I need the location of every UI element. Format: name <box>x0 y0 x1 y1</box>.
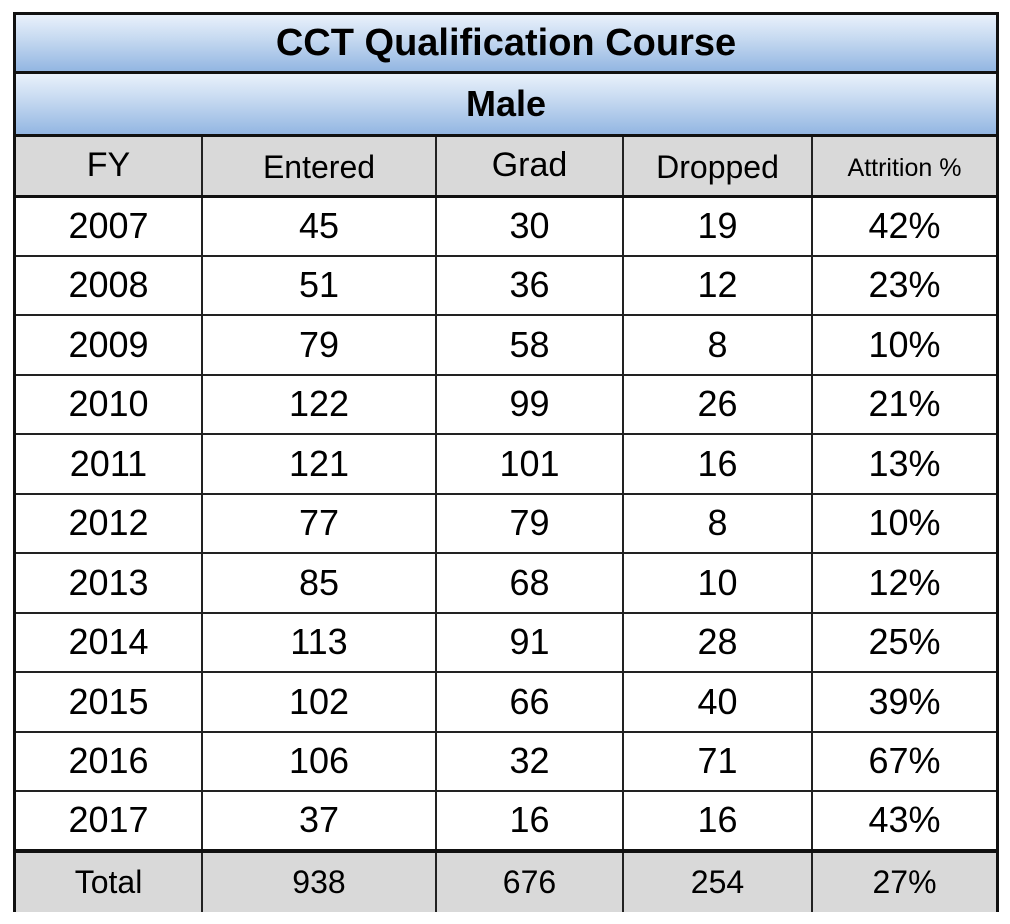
cell-dropped: 26 <box>622 373 813 435</box>
cell-attrition: 12% <box>811 552 996 614</box>
column-header-entered: Entered <box>201 137 437 198</box>
cell-grad: 32 <box>435 730 624 792</box>
cell-entered: 45 <box>201 195 437 257</box>
table-row: 2015 102 66 40 39% <box>16 671 996 733</box>
cell-fy: 2015 <box>16 671 203 733</box>
cell-attrition: 39% <box>811 671 996 733</box>
column-header-grad: Grad <box>435 137 624 198</box>
cell-grad: 101 <box>435 433 624 495</box>
cell-fy: 2014 <box>16 611 203 673</box>
total-attrition: 27% <box>811 848 996 912</box>
cell-grad: 99 <box>435 373 624 435</box>
cell-entered: 122 <box>201 373 437 435</box>
column-header-attrition: Attrition % <box>811 137 996 198</box>
table-row: 2008 51 36 12 23% <box>16 254 996 316</box>
cell-fy: 2012 <box>16 492 203 554</box>
table-subtitle: Male <box>16 74 996 137</box>
table-row: 2012 77 79 8 10% <box>16 492 996 554</box>
cell-attrition: 13% <box>811 433 996 495</box>
cell-grad: 30 <box>435 195 624 257</box>
column-header-dropped: Dropped <box>622 137 813 198</box>
cell-entered: 37 <box>201 790 437 852</box>
cell-attrition: 23% <box>811 254 996 316</box>
cell-fy: 2013 <box>16 552 203 614</box>
data-grid: FY Entered Grad Dropped Attrition % 2007… <box>16 137 996 912</box>
table-row: 2009 79 58 8 10% <box>16 314 996 376</box>
column-header-fy: FY <box>16 137 203 198</box>
cell-entered: 51 <box>201 254 437 316</box>
cell-attrition: 10% <box>811 492 996 554</box>
cell-attrition: 25% <box>811 611 996 673</box>
cell-grad: 58 <box>435 314 624 376</box>
table-row: 2007 45 30 19 42% <box>16 195 996 257</box>
cell-entered: 79 <box>201 314 437 376</box>
cell-dropped: 71 <box>622 730 813 792</box>
cell-entered: 113 <box>201 611 437 673</box>
cell-fy: 2017 <box>16 790 203 852</box>
cell-entered: 121 <box>201 433 437 495</box>
cell-dropped: 8 <box>622 314 813 376</box>
cell-fy: 2016 <box>16 730 203 792</box>
table-row: 2010 122 99 26 21% <box>16 373 996 435</box>
cell-dropped: 16 <box>622 433 813 495</box>
total-grad: 676 <box>435 848 624 912</box>
cell-entered: 85 <box>201 552 437 614</box>
cell-attrition: 67% <box>811 730 996 792</box>
cell-attrition: 42% <box>811 195 996 257</box>
table-row: 2016 106 32 71 67% <box>16 730 996 792</box>
cell-dropped: 40 <box>622 671 813 733</box>
cell-entered: 102 <box>201 671 437 733</box>
table-row: 2011 121 101 16 13% <box>16 433 996 495</box>
total-row: Total 938 676 254 27% <box>16 848 996 912</box>
table-row: 2017 37 16 16 43% <box>16 790 996 852</box>
column-header-row: FY Entered Grad Dropped Attrition % <box>16 137 996 198</box>
total-dropped: 254 <box>622 848 813 912</box>
cell-attrition: 43% <box>811 790 996 852</box>
cell-dropped: 12 <box>622 254 813 316</box>
table-title: CCT Qualification Course <box>16 15 996 74</box>
cell-entered: 106 <box>201 730 437 792</box>
cell-fy: 2010 <box>16 373 203 435</box>
table-row: 2014 113 91 28 25% <box>16 611 996 673</box>
total-label: Total <box>16 848 203 912</box>
cell-dropped: 16 <box>622 790 813 852</box>
cell-grad: 68 <box>435 552 624 614</box>
cell-fy: 2011 <box>16 433 203 495</box>
cell-dropped: 8 <box>622 492 813 554</box>
cell-fy: 2008 <box>16 254 203 316</box>
qualification-table: CCT Qualification Course Male FY Entered… <box>13 12 999 912</box>
cell-grad: 79 <box>435 492 624 554</box>
table-row: 2013 85 68 10 12% <box>16 552 996 614</box>
cell-grad: 91 <box>435 611 624 673</box>
cell-fy: 2009 <box>16 314 203 376</box>
cell-attrition: 21% <box>811 373 996 435</box>
cell-dropped: 28 <box>622 611 813 673</box>
cell-grad: 36 <box>435 254 624 316</box>
cell-grad: 16 <box>435 790 624 852</box>
cell-attrition: 10% <box>811 314 996 376</box>
cell-dropped: 19 <box>622 195 813 257</box>
cell-dropped: 10 <box>622 552 813 614</box>
cell-fy: 2007 <box>16 195 203 257</box>
cell-grad: 66 <box>435 671 624 733</box>
cell-entered: 77 <box>201 492 437 554</box>
total-entered: 938 <box>201 848 437 912</box>
